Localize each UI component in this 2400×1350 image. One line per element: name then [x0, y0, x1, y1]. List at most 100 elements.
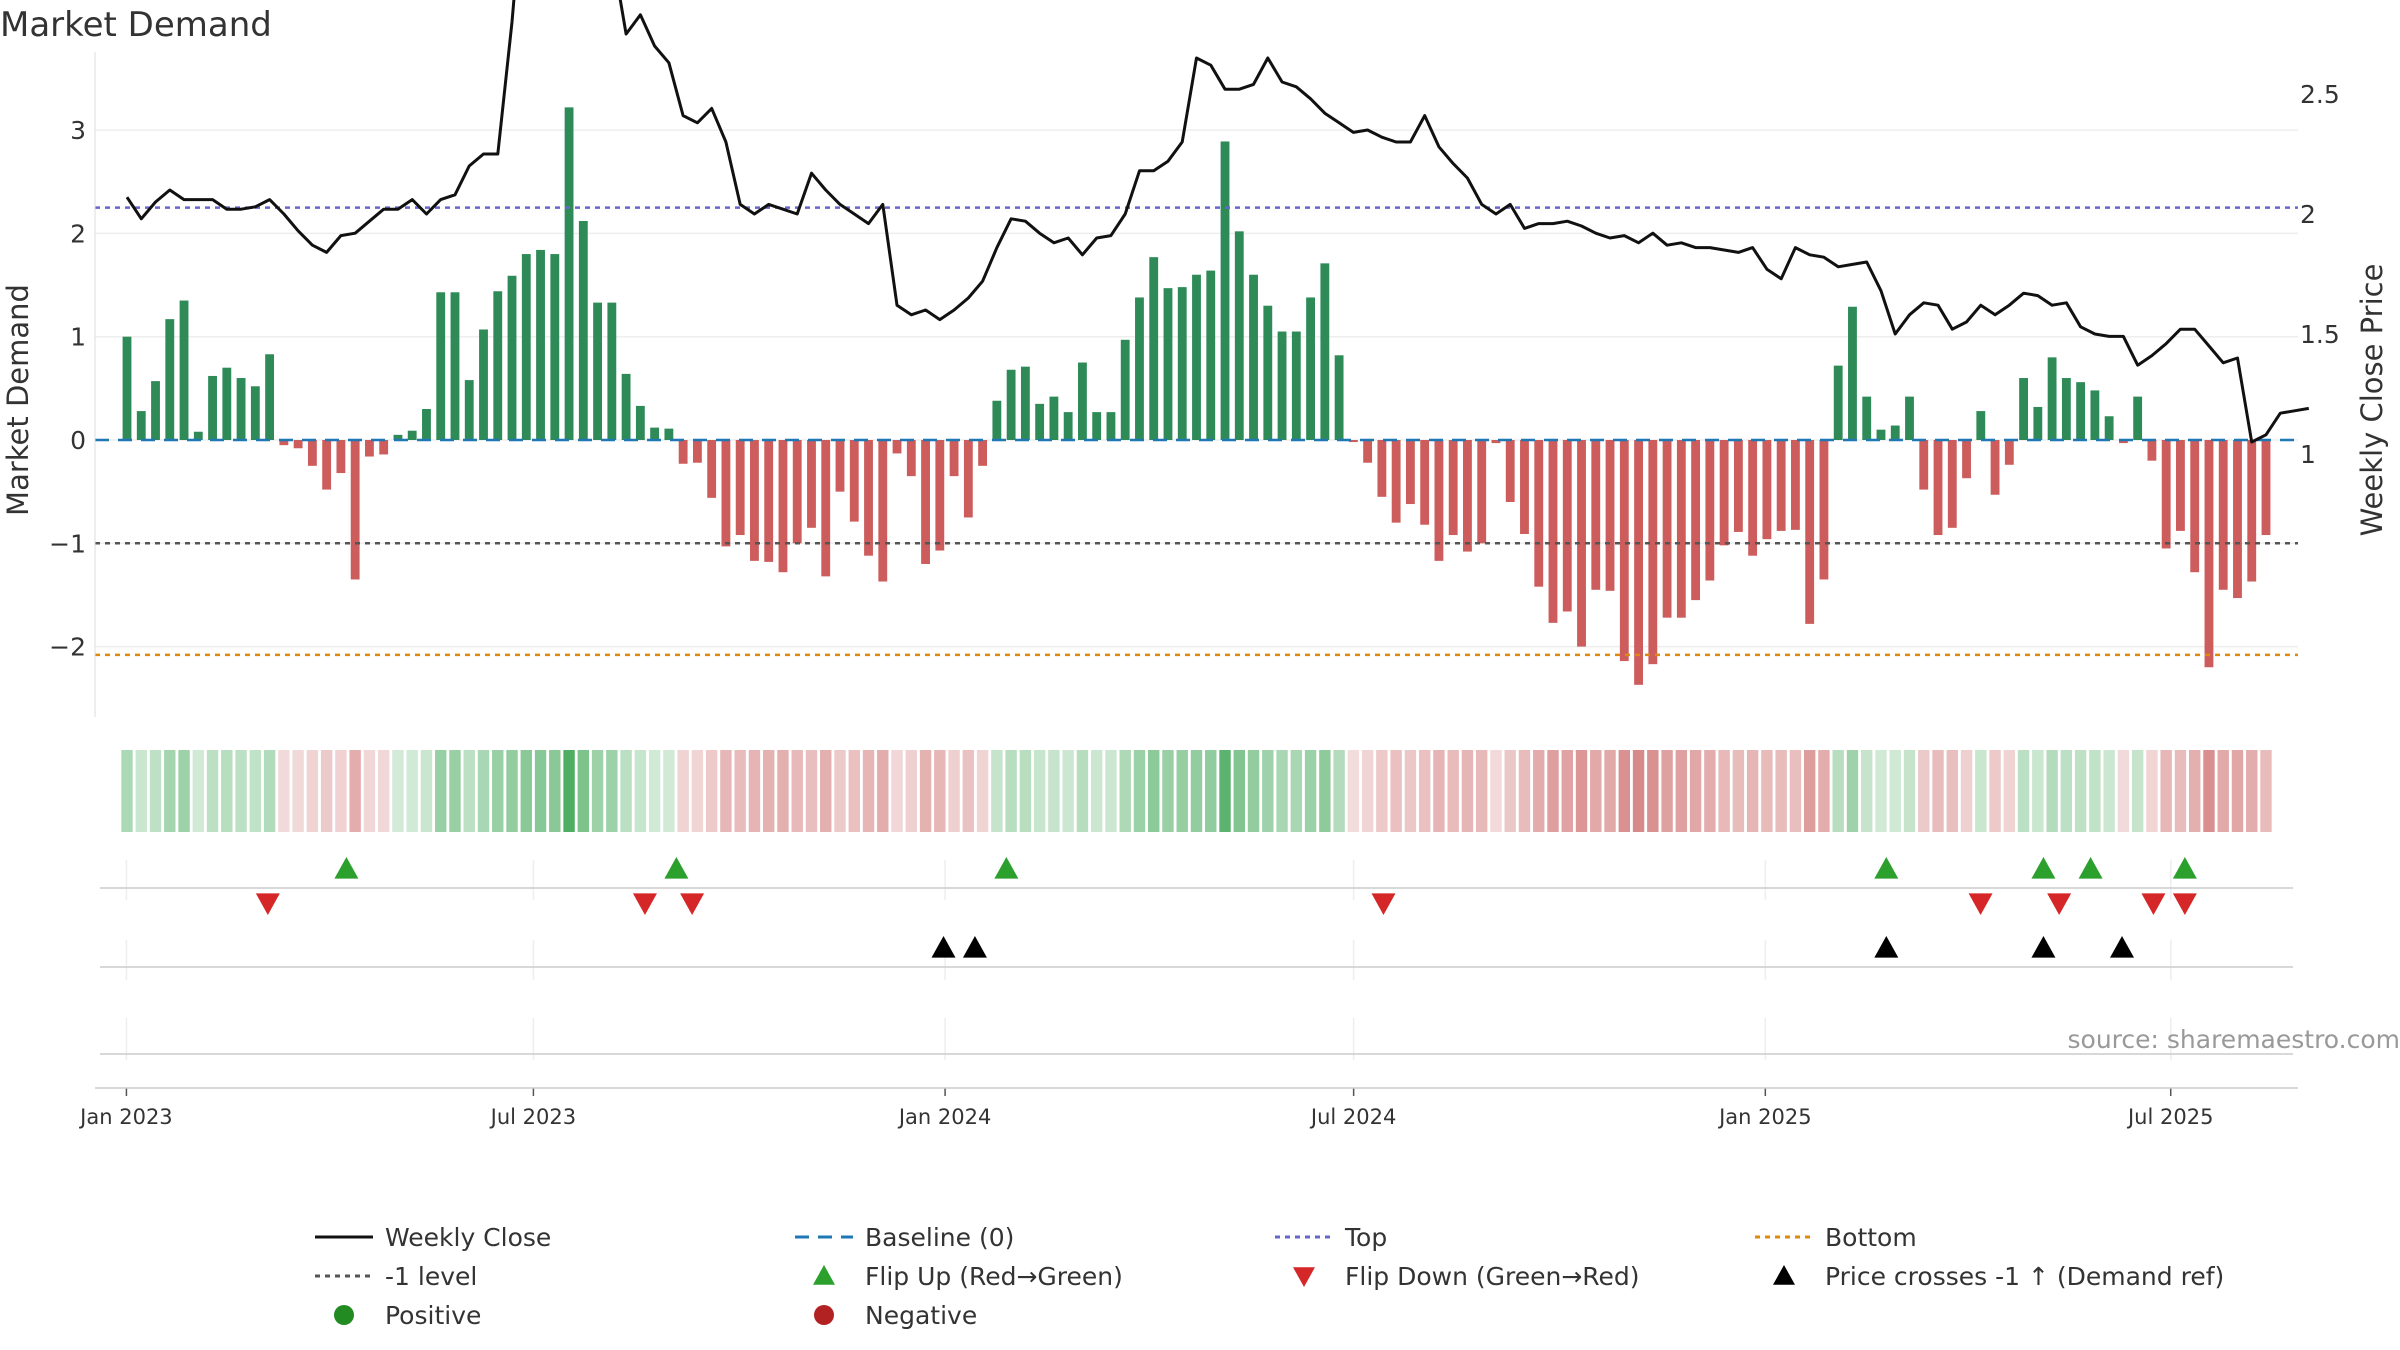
demand-bar — [307, 440, 317, 466]
demand-bar — [1077, 362, 1087, 440]
heat-cell — [1290, 750, 1303, 832]
heat-cell — [2174, 750, 2187, 832]
legend-label: Positive — [385, 1301, 481, 1330]
demand-bar — [1035, 403, 1045, 440]
chart-legend: Weekly Close Baseline (0) Top Bottom -1 leve… — [315, 1223, 2224, 1330]
demand-bar — [1848, 306, 1857, 440]
heat-cell — [762, 750, 775, 832]
demand-bar — [2047, 357, 2057, 440]
heat-cell — [406, 750, 418, 832]
heat-cell — [1119, 750, 1131, 832]
legend-label: Top — [1344, 1223, 1387, 1252]
heat-cell — [278, 750, 290, 832]
heat-cell — [1005, 750, 1017, 832]
demand-bar — [2033, 406, 2043, 440]
flip-down-marker — [1968, 893, 1993, 915]
demand-bar — [1334, 355, 1344, 440]
heat-cell — [463, 750, 475, 832]
demand-bar — [208, 375, 217, 440]
legend-item: Flip Down (Green→Red) — [1293, 1262, 1640, 1291]
heat-cell — [263, 750, 276, 832]
legend-label: Weekly Close — [385, 1223, 551, 1252]
demand-bar — [1020, 366, 1030, 440]
legend-item: Positive — [334, 1301, 481, 1330]
demand-bar — [1520, 440, 1529, 535]
demand-bar — [935, 440, 945, 551]
heat-cell — [549, 750, 561, 832]
y-tick-left: 2 — [70, 219, 86, 248]
demand-bar — [949, 440, 959, 477]
demand-bars — [122, 107, 2271, 685]
demand-bar — [650, 427, 660, 440]
heat-cell — [1490, 750, 1502, 832]
demand-bar — [464, 380, 474, 440]
heat-cell — [1076, 750, 1089, 832]
heat-cell — [1975, 750, 1987, 832]
heat-cell — [1262, 750, 1274, 832]
heat-cell — [1033, 750, 1046, 832]
demand-bar — [692, 440, 702, 463]
demand-bar — [664, 428, 674, 440]
flip-up-marker — [1874, 857, 1899, 879]
legend-item: Weekly Close — [315, 1223, 551, 1252]
heat-cell — [335, 750, 347, 832]
demand-bar — [507, 275, 517, 440]
demand-bar — [436, 292, 446, 440]
x-tick-label: Jan 2023 — [78, 1105, 173, 1129]
heat-cell — [905, 750, 918, 832]
legend-label: Negative — [865, 1301, 977, 1330]
heat-cell — [934, 750, 946, 832]
x-tick-label: Jan 2025 — [1717, 1105, 1812, 1129]
demand-bar — [1405, 440, 1415, 505]
heat-cell — [1661, 750, 1673, 832]
signal-markers — [255, 857, 2197, 958]
legend-swatch-circle — [814, 1305, 834, 1325]
heat-cell — [392, 750, 404, 832]
heat-cell — [1960, 750, 1973, 832]
flip-down-marker — [2047, 893, 2072, 915]
demand-bar — [2190, 440, 2200, 573]
heat-cell — [1333, 750, 1345, 832]
demand-bar — [1063, 412, 1073, 440]
demand-bar — [621, 373, 631, 440]
heat-cell — [1105, 750, 1117, 832]
flip-down-marker — [1371, 893, 1396, 915]
heat-cell — [1361, 750, 1374, 832]
heat-cell — [2131, 750, 2144, 832]
demand-bar — [179, 300, 189, 440]
demand-bar — [122, 336, 132, 440]
demand-bar — [1192, 274, 1201, 440]
demand-bar — [1890, 425, 1900, 440]
y-tick-left: 3 — [70, 116, 86, 145]
price-cross-marker — [962, 936, 987, 958]
legend-swatch-triangle-down — [1293, 1267, 1315, 1287]
heat-cell — [805, 750, 818, 832]
legend-item: Top — [1275, 1223, 1387, 1252]
demand-bar — [1819, 440, 1829, 580]
heat-cell — [891, 750, 903, 832]
y-tick-left: 1 — [70, 323, 86, 352]
heat-cell — [2217, 750, 2229, 832]
heat-cell — [506, 750, 518, 832]
demand-bar — [906, 440, 916, 477]
demand-bar — [892, 440, 902, 454]
demand-bar — [250, 386, 260, 440]
demand-bar — [1448, 440, 1458, 536]
demand-bar — [1619, 440, 1629, 662]
demand-bar — [607, 302, 617, 440]
demand-bar — [978, 440, 988, 466]
chart-title: Market Demand — [0, 5, 272, 45]
demand-bar — [236, 378, 246, 440]
heat-cell — [135, 750, 147, 832]
heat-cell — [349, 750, 361, 832]
demand-bar — [493, 291, 503, 440]
heat-cell — [1618, 750, 1631, 832]
demand-bar — [1163, 288, 1173, 440]
demand-bar — [2247, 440, 2257, 582]
heat-cell — [705, 750, 718, 832]
demand-bar — [2133, 396, 2143, 440]
heat-cell — [1376, 750, 1388, 832]
